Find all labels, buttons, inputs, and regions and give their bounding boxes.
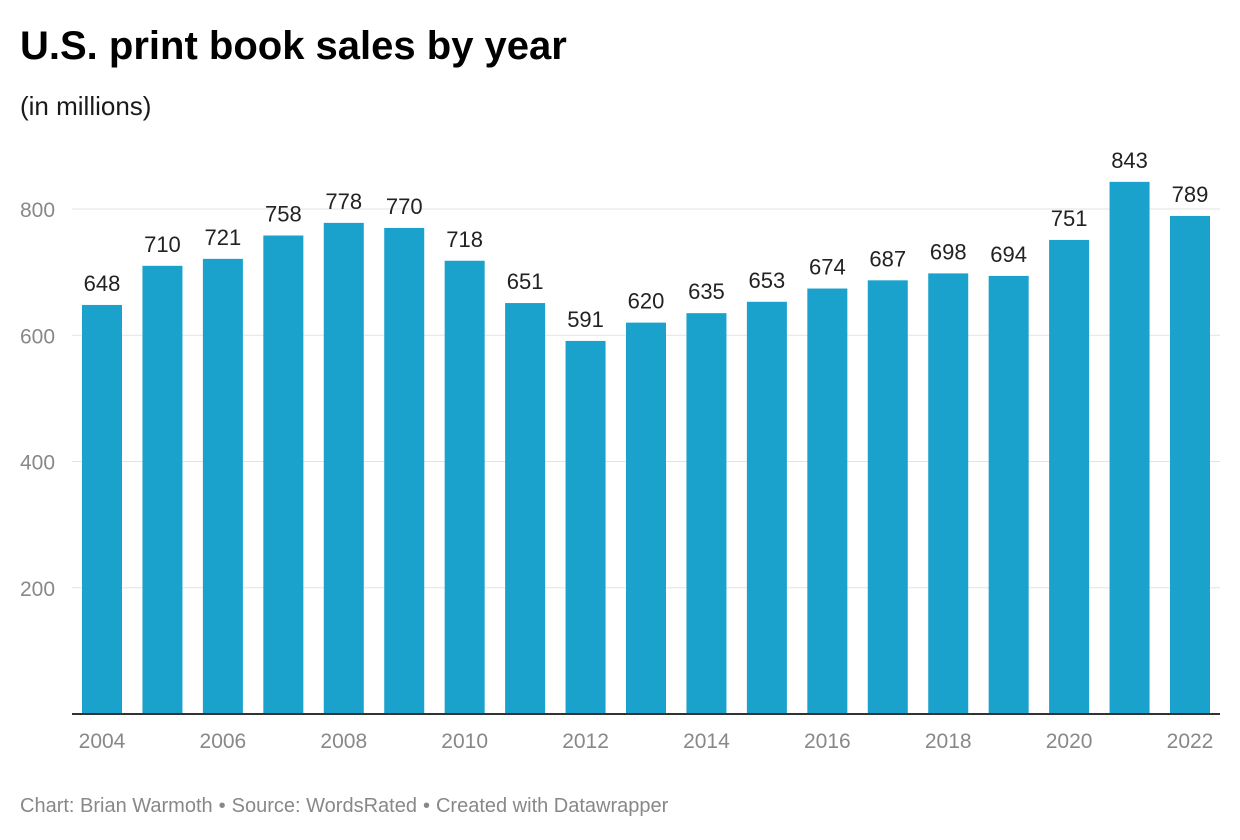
x-tick-label: 2020 — [1046, 730, 1093, 753]
source-credit: Source: WordsRated — [231, 795, 417, 817]
created-with: Created with Datawrapper — [435, 795, 669, 817]
value-label: 778 — [325, 189, 362, 214]
bar — [444, 260, 485, 714]
chart-credit: Chart: Brian Warmoth — [20, 795, 213, 817]
bar — [626, 322, 666, 714]
value-label: 758 — [265, 202, 302, 227]
footer-separator: • — [218, 795, 226, 817]
bar — [867, 280, 908, 714]
bar — [746, 301, 787, 714]
bar — [565, 340, 606, 714]
bar — [263, 235, 304, 714]
bar — [323, 222, 364, 714]
bar — [384, 227, 425, 714]
bar — [686, 313, 727, 714]
bar — [142, 265, 183, 714]
value-label: 770 — [386, 194, 423, 219]
value-label: 721 — [205, 225, 242, 250]
chart-subtitle: (in millions) — [20, 91, 152, 121]
value-label: 620 — [628, 289, 665, 314]
bar — [202, 258, 243, 714]
y-tick-label: 400 — [20, 452, 55, 475]
bar — [1049, 239, 1090, 714]
bar-chart: 200 400 600 800 648 710 721 758 778 770 718 651 591… — [20, 148, 1220, 753]
y-tick-label: 200 — [20, 578, 55, 601]
value-label: 651 — [507, 269, 544, 294]
bar — [988, 275, 1029, 714]
x-tick-label: 2022 — [1167, 730, 1214, 753]
value-label: 674 — [809, 255, 846, 280]
value-label: 687 — [869, 246, 906, 271]
x-tick-label: 2008 — [320, 730, 367, 753]
x-tick-label: 2018 — [925, 730, 972, 753]
value-label: 694 — [990, 242, 1027, 267]
value-label: 718 — [446, 227, 483, 252]
x-axis-ticks: 2004 2006 2008 2010 2012 2014 2016 2018 2020 2022 — [79, 730, 1214, 753]
y-axis-ticks: 200 400 600 800 — [20, 199, 55, 601]
value-labels: 648 710 721 758 778 770 718 651 591 620 635 653 674 6… — [84, 148, 1209, 332]
x-tick-label: 2010 — [441, 730, 488, 753]
value-label: 653 — [749, 268, 786, 293]
chart-title: U.S. print book sales by year — [20, 24, 567, 68]
y-tick-label: 800 — [20, 199, 55, 222]
value-label: 751 — [1051, 206, 1088, 231]
x-tick-label: 2004 — [79, 730, 126, 753]
bar — [1109, 181, 1150, 714]
bar — [807, 288, 848, 714]
footer: Chart: Brian Warmoth • Source: WordsRated •… — [20, 794, 668, 818]
x-tick-label: 2016 — [804, 730, 851, 753]
x-tick-label: 2012 — [562, 730, 609, 753]
y-tick-label: 600 — [20, 325, 55, 348]
bar — [1170, 215, 1210, 714]
bar — [505, 303, 546, 714]
footer-separator: • — [422, 795, 430, 817]
bar — [82, 304, 122, 714]
bar — [928, 273, 969, 714]
x-tick-label: 2014 — [683, 730, 730, 753]
value-label: 698 — [930, 239, 967, 264]
value-label: 635 — [688, 279, 725, 304]
value-label: 710 — [144, 232, 181, 257]
value-label: 648 — [84, 271, 121, 296]
value-label: 789 — [1172, 182, 1209, 207]
x-tick-label: 2006 — [200, 730, 247, 753]
bars — [82, 181, 1210, 714]
value-label: 591 — [567, 307, 604, 332]
value-label: 843 — [1111, 148, 1148, 173]
